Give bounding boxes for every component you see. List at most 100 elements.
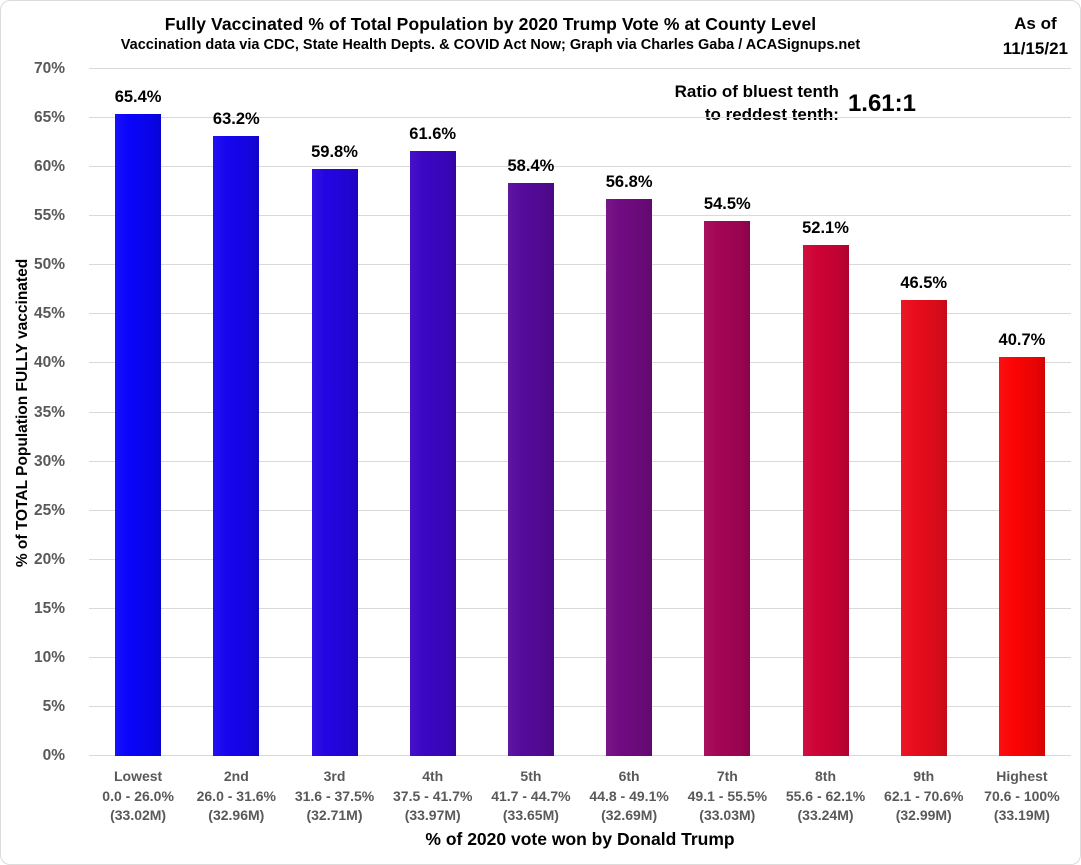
x-label-decile: 8th xyxy=(815,768,837,784)
x-label-trump-vote-range: 31.6 - 37.5% xyxy=(294,787,375,804)
gridline-0 xyxy=(89,755,1071,756)
x-label-trump-vote-range: 37.5 - 41.7% xyxy=(393,787,473,804)
bar-value-label-9th: 46.5% xyxy=(900,273,948,292)
bar-value-label-4th: 61.6% xyxy=(409,125,457,144)
gridline-45 xyxy=(89,313,1071,315)
gridline-55 xyxy=(89,215,1071,217)
bar-value-label-5th: 58.4% xyxy=(507,156,555,175)
x-label-decile: 5th xyxy=(520,768,542,784)
bar-value-label-6th: 56.8% xyxy=(605,172,653,191)
bar-column-3rd: 59.8% xyxy=(285,69,383,756)
x-label-trump-vote-range: 49.1 - 55.5% xyxy=(687,787,768,804)
y-tick-label-30: 30% xyxy=(33,452,65,470)
bar-6th xyxy=(606,198,653,756)
bar-value-label-3rd: 59.8% xyxy=(311,143,358,162)
x-category-label-7th: 7th 49.1 - 55.5% (33.03M) xyxy=(678,767,776,826)
chart-title: Fully Vaccinated % of Total Population b… xyxy=(164,14,817,34)
gridline-35 xyxy=(89,411,1071,413)
plot-area: 65.4% 63.2% 59.8% 61.6% 58.4% 56.8% 54.5% 52.1%… xyxy=(89,68,1071,756)
bar-value-label-8th: 52.1% xyxy=(802,218,849,237)
x-category-label-5th: 5th 41.7 - 44.7% (33.65M) xyxy=(482,767,580,826)
y-tick-label-35: 35% xyxy=(33,403,65,421)
gridline-50 xyxy=(89,264,1071,266)
y-tick-label-15: 15% xyxy=(33,599,65,617)
y-tick-label-10: 10% xyxy=(33,648,65,666)
x-category-label-highest: Highest 70.6 - 100% (33.19M) xyxy=(973,767,1071,826)
as-of-label: As of xyxy=(1014,14,1057,33)
gridline-10 xyxy=(89,656,1071,658)
x-label-decile: 3rd xyxy=(323,768,346,784)
x-label-population: (32.69M) xyxy=(601,807,658,823)
x-label-population: (33.03M) xyxy=(699,807,756,823)
y-tick-label-20: 20% xyxy=(33,550,65,568)
y-tick-label-5: 5% xyxy=(42,697,65,715)
x-label-decile: 9th xyxy=(913,768,935,784)
bar-value-label-highest: 40.7% xyxy=(998,330,1046,349)
x-label-trump-vote-range: 70.6 - 100% xyxy=(984,787,1060,804)
x-label-trump-vote-range: 62.1 - 70.6% xyxy=(884,787,964,804)
x-label-trump-vote-range: 44.8 - 49.1% xyxy=(589,787,669,804)
bar-column-5th: 58.4% xyxy=(482,69,580,756)
bar-5th xyxy=(507,182,554,756)
y-tick-label-25: 25% xyxy=(33,501,65,519)
y-tick-label-65: 65% xyxy=(33,109,65,127)
bar-column-highest: 40.7% xyxy=(973,69,1071,756)
x-axis-title: % of 2020 vote won by Donald Trump xyxy=(425,829,735,849)
x-category-label-lowest: Lowest 0.0 - 26.0% (33.02M) xyxy=(89,767,187,826)
gridline-5 xyxy=(89,705,1071,707)
bar-column-4th: 61.6% xyxy=(384,69,482,756)
bar-column-6th: 56.8% xyxy=(580,69,678,756)
x-category-label-9th: 9th 62.1 - 70.6% (32.99M) xyxy=(875,767,973,826)
x-label-population: (33.97M) xyxy=(404,807,461,823)
x-label-decile: 6th xyxy=(618,768,640,784)
bar-column-8th: 52.1% xyxy=(776,69,874,756)
y-tick-label-40: 40% xyxy=(33,354,65,372)
bar-7th xyxy=(704,221,751,756)
bar-column-2nd: 63.2% xyxy=(187,69,285,756)
bar-value-label-7th: 54.5% xyxy=(703,195,751,214)
ratio-annotation: Ratio of bluest tenth to reddest tenth: … xyxy=(556,81,916,127)
bar-value-label-lowest: 65.4% xyxy=(114,88,162,107)
ratio-annotation-line2: to reddest tenth: xyxy=(704,104,839,124)
gridline-30 xyxy=(89,460,1071,462)
as-of-date: 11/15/21 xyxy=(1002,38,1068,58)
ratio-annotation-text: Ratio of bluest tenth to reddest tenth: xyxy=(556,81,839,127)
x-label-trump-vote-range: 41.7 - 44.7% xyxy=(491,787,571,804)
gridline-60 xyxy=(89,166,1071,168)
bar-9th xyxy=(900,299,947,756)
x-label-population: (32.99M) xyxy=(895,807,952,823)
bar-4th xyxy=(409,151,456,756)
gridline-70 xyxy=(89,68,1071,69)
bars-row: 65.4% 63.2% 59.8% 61.6% 58.4% 56.8% 54.5% 52.1%… xyxy=(89,69,1071,756)
gridline-65 xyxy=(89,117,1071,119)
x-category-label-4th: 4th 37.5 - 41.7% (33.97M) xyxy=(384,767,482,826)
x-label-population: (33.19M) xyxy=(993,807,1050,823)
y-tick-label-45: 45% xyxy=(33,305,65,323)
x-category-label-6th: 6th 44.8 - 49.1% (32.69M) xyxy=(580,767,678,826)
x-label-population: (32.71M) xyxy=(306,807,363,823)
y-tick-label-70: 70% xyxy=(33,60,65,77)
gridline-25 xyxy=(89,509,1071,511)
x-label-population: (33.02M) xyxy=(110,807,167,823)
gridline-15 xyxy=(89,607,1071,609)
bar-3rd xyxy=(311,169,358,756)
x-label-population: (32.96M) xyxy=(208,807,265,823)
x-category-label-8th: 8th 55.6 - 62.1% (33.24M) xyxy=(776,767,874,826)
x-label-decile: 7th xyxy=(716,768,738,784)
bar-lowest xyxy=(115,114,162,756)
as-of-date-block: As of 11/15/21 xyxy=(1003,12,1068,61)
bar-column-lowest: 65.4% xyxy=(89,69,187,756)
bar-column-9th: 46.5% xyxy=(875,69,973,756)
x-category-label-2nd: 2nd 26.0 - 31.6% (32.96M) xyxy=(187,767,285,826)
x-label-decile: 4th xyxy=(422,768,444,784)
y-tick-label-50: 50% xyxy=(33,256,65,274)
y-tick-label-60: 60% xyxy=(33,158,65,176)
y-tick-label-55: 55% xyxy=(33,207,65,225)
x-label-population: (33.24M) xyxy=(797,807,854,823)
bar-8th xyxy=(802,244,849,756)
ratio-annotation-line1: Ratio of bluest tenth xyxy=(674,82,839,101)
x-label-decile: Lowest xyxy=(113,768,163,784)
bar-highest xyxy=(998,356,1045,756)
ratio-value: 1.61:1 xyxy=(847,89,916,117)
